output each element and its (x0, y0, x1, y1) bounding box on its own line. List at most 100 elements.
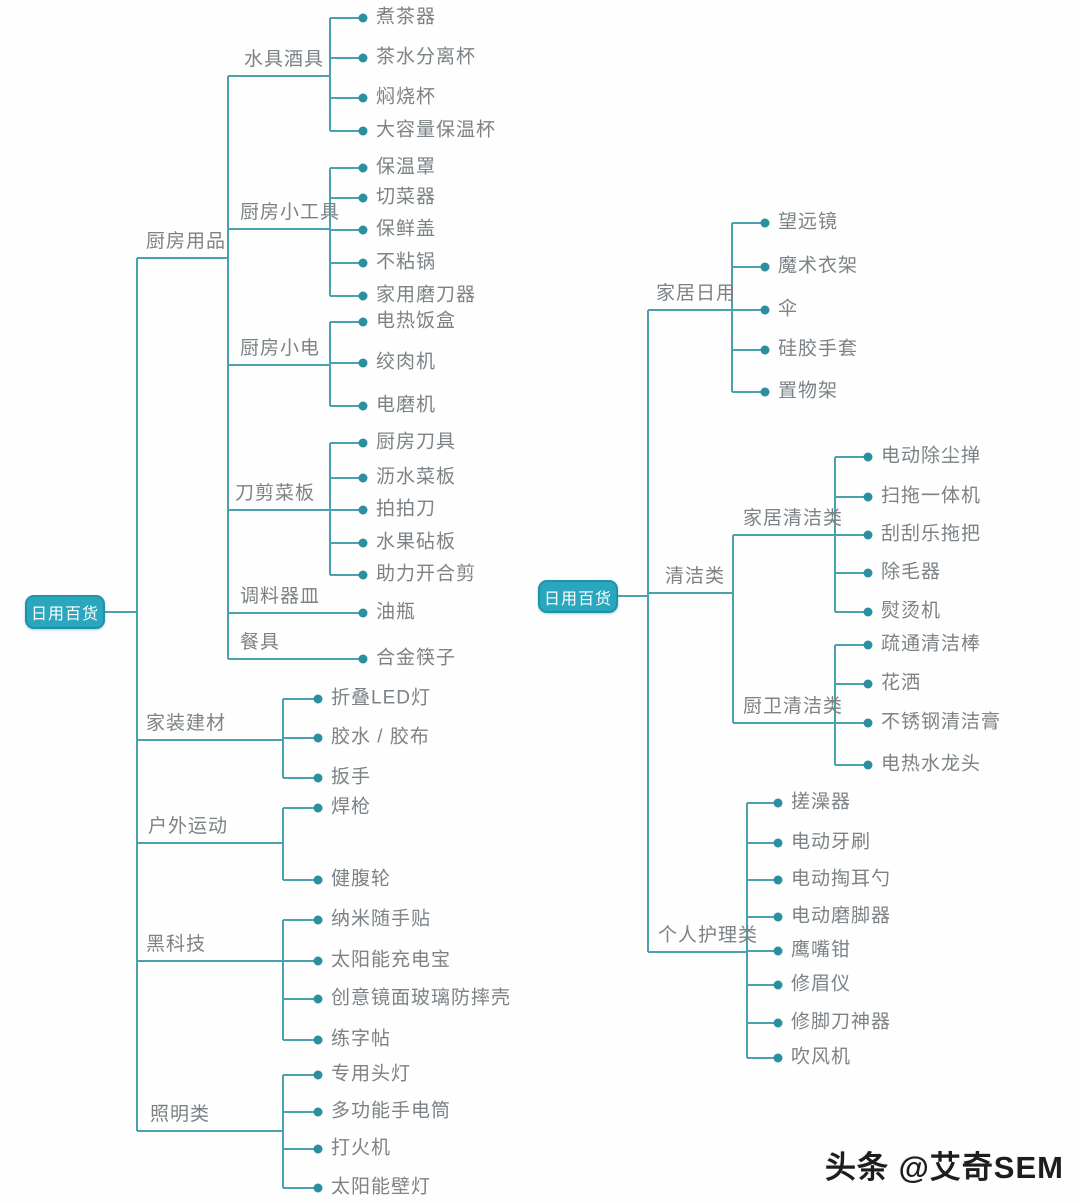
leaf-dot (773, 980, 783, 990)
leaf-dot (760, 387, 770, 397)
root-node: 日用百货 (25, 595, 105, 629)
leaf-dot (863, 568, 873, 578)
leaf-dot (358, 401, 368, 411)
leaf-node-label: 望远镜 (778, 211, 839, 233)
leaf-node-label: 家用磨刀器 (376, 284, 477, 306)
leaf-node-label: 修眉仪 (791, 973, 852, 995)
leaf-node-label: 不粘锅 (376, 251, 437, 273)
leaf-dot (313, 1070, 323, 1080)
leaf-dot (313, 694, 323, 704)
leaf-node-label: 电动牙刷 (791, 831, 872, 853)
leaf-node-label: 电动掏耳勺 (791, 868, 892, 890)
leaf-dot (358, 608, 368, 618)
leaf-node-label: 刮刮乐拖把 (881, 523, 982, 545)
leaf-dot (863, 492, 873, 502)
leaf-dot (773, 1053, 783, 1063)
leaf-dot (358, 225, 368, 235)
leaf-node-label: 除毛器 (881, 561, 942, 583)
tree-node-label: 家居日用 (656, 283, 737, 304)
leaf-node-label: 疏通清洁棒 (881, 633, 982, 655)
leaf-node-label: 保鲜盖 (376, 218, 437, 240)
leaf-dot (760, 262, 770, 272)
leaf-node-label: 太阳能壁灯 (331, 1176, 432, 1198)
leaf-dot (313, 803, 323, 813)
leaf-dot (358, 538, 368, 548)
leaf-node-label: 练字帖 (331, 1028, 392, 1050)
leaf-node-label: 专用头灯 (331, 1063, 412, 1085)
leaf-dot (358, 570, 368, 580)
leaf-node-label: 置物架 (778, 380, 839, 402)
tree-node-label: 家居清洁类 (743, 508, 844, 529)
leaf-dot (358, 473, 368, 483)
leaf-dot (863, 607, 873, 617)
leaf-node-label: 拍拍刀 (376, 498, 437, 520)
leaf-dot (358, 654, 368, 664)
leaf-node-label: 焊枪 (331, 796, 372, 818)
root-node: 日用百货 (538, 580, 618, 613)
leaf-node-label: 搓澡器 (791, 791, 852, 813)
leaf-node-label: 伞 (778, 298, 799, 320)
leaf-node-label: 不锈钢清洁膏 (881, 711, 1002, 733)
leaf-dot (358, 126, 368, 136)
leaf-dot (358, 13, 368, 23)
leaf-node-label: 油瓶 (376, 601, 417, 623)
leaf-node-label: 硅胶手套 (778, 338, 859, 360)
leaf-dot (313, 956, 323, 966)
leaf-node-label: 电动除尘掸 (881, 445, 982, 467)
tree-node-label: 黑科技 (146, 934, 207, 955)
leaf-dot (313, 1035, 323, 1045)
tree-node-label: 清洁类 (665, 566, 726, 587)
leaf-node-label: 吹风机 (791, 1046, 852, 1068)
tree-node-label: 厨卫清洁类 (743, 696, 844, 717)
leaf-dot (313, 1144, 323, 1154)
leaf-dot (760, 345, 770, 355)
watermark: 头条 @艾奇SEM (824, 1150, 1064, 1185)
leaf-dot (863, 640, 873, 650)
leaf-node-label: 打火机 (331, 1137, 392, 1159)
leaf-dot (313, 875, 323, 885)
leaf-dot (358, 193, 368, 203)
leaf-dot (760, 305, 770, 315)
leaf-node-label: 大容量保温杯 (376, 119, 497, 141)
tree-node-label: 个人护理类 (658, 925, 759, 946)
leaf-dot (313, 733, 323, 743)
leaf-dot (863, 452, 873, 462)
leaf-dot (358, 291, 368, 301)
leaf-node-label: 健腹轮 (331, 868, 392, 890)
leaf-dot (773, 912, 783, 922)
leaf-dot (773, 1018, 783, 1028)
leaf-node-label: 茶水分离杯 (376, 46, 477, 68)
leaf-dot (773, 838, 783, 848)
leaf-dot (358, 317, 368, 327)
leaf-node-label: 胶水 / 胶布 (331, 726, 430, 748)
tree-node-label: 厨房小工具 (240, 202, 341, 223)
leaf-node-label: 焖烧杯 (376, 86, 437, 108)
tree-node-label: 厨房用品 (146, 231, 227, 252)
leaf-dot (760, 218, 770, 228)
tree-node-label: 照明类 (150, 1104, 211, 1125)
leaf-dot (358, 93, 368, 103)
leaf-node-label: 助力开合剪 (376, 563, 477, 585)
leaf-node-label: 厨房刀具 (376, 431, 457, 453)
leaf-dot (313, 915, 323, 925)
leaf-node-label: 纳米随手贴 (331, 908, 432, 930)
leaf-dot (313, 773, 323, 783)
leaf-dot (313, 1183, 323, 1193)
leaf-dot (313, 994, 323, 1004)
leaf-dot (358, 53, 368, 63)
leaf-dot (863, 679, 873, 689)
leaf-dot (773, 875, 783, 885)
leaf-node-label: 水果砧板 (376, 531, 457, 553)
leaf-node-label: 电磨机 (376, 394, 437, 416)
leaf-dot (863, 718, 873, 728)
tree-node-label: 调料器皿 (240, 586, 321, 607)
leaf-dot (863, 530, 873, 540)
leaf-dot (773, 946, 783, 956)
leaf-node-label: 合金筷子 (376, 647, 457, 669)
leaf-node-label: 扳手 (331, 766, 372, 788)
leaf-node-label: 花洒 (881, 672, 922, 694)
leaf-node-label: 魔术衣架 (778, 255, 859, 277)
leaf-node-label: 鹰嘴钳 (791, 939, 852, 961)
